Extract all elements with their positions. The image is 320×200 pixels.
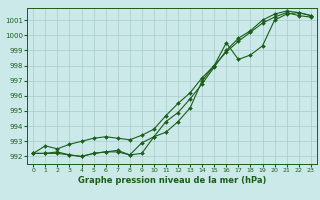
X-axis label: Graphe pression niveau de la mer (hPa): Graphe pression niveau de la mer (hPa) bbox=[78, 176, 266, 185]
